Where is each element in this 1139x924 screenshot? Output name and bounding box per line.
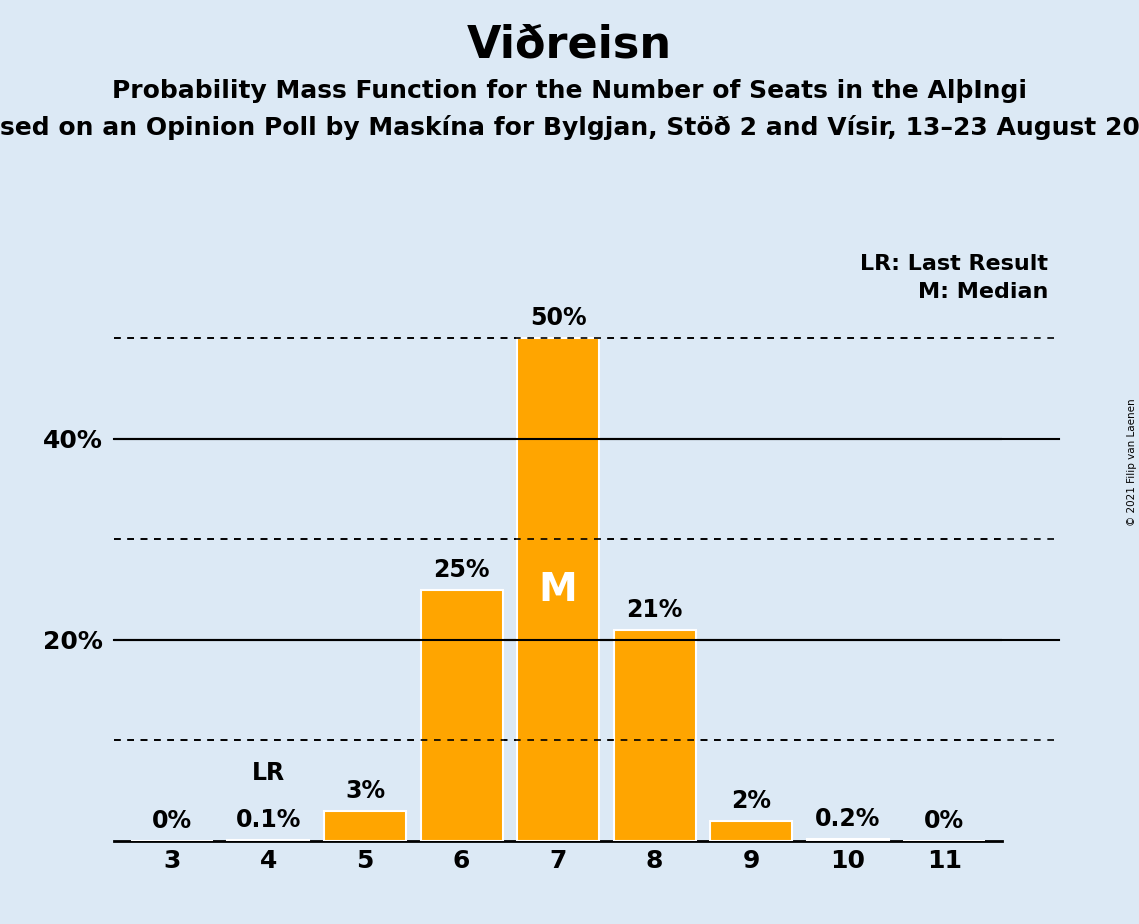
Text: 25%: 25% xyxy=(433,557,490,581)
Text: 0%: 0% xyxy=(925,808,965,833)
Text: 0.1%: 0.1% xyxy=(236,808,301,832)
Text: Probability Mass Function for the Number of Seats in the AlþIngi: Probability Mass Function for the Number… xyxy=(112,79,1027,103)
Text: Viðreisn: Viðreisn xyxy=(467,23,672,67)
Text: 0%: 0% xyxy=(151,808,191,833)
Text: M: M xyxy=(539,571,577,609)
Text: Based on an Opinion Poll by Maskína for Bylgjan, Stöð 2 and Vísir, 13–23 August : Based on an Opinion Poll by Maskína for … xyxy=(0,116,1139,140)
Bar xyxy=(228,840,310,841)
Bar xyxy=(420,590,502,841)
Bar xyxy=(614,630,696,841)
Text: 2%: 2% xyxy=(731,789,771,813)
Text: © 2021 Filip van Laenen: © 2021 Filip van Laenen xyxy=(1126,398,1137,526)
Text: LR: Last Result: LR: Last Result xyxy=(860,254,1048,274)
Bar xyxy=(517,338,599,841)
Text: 21%: 21% xyxy=(626,598,683,622)
Text: 3%: 3% xyxy=(345,779,385,803)
Text: LR: LR xyxy=(252,760,285,784)
Text: 0.2%: 0.2% xyxy=(816,807,880,831)
Bar xyxy=(711,821,793,841)
Bar xyxy=(806,839,888,841)
Bar xyxy=(323,810,405,841)
Text: 50%: 50% xyxy=(530,306,587,330)
Text: M: Median: M: Median xyxy=(918,282,1048,302)
